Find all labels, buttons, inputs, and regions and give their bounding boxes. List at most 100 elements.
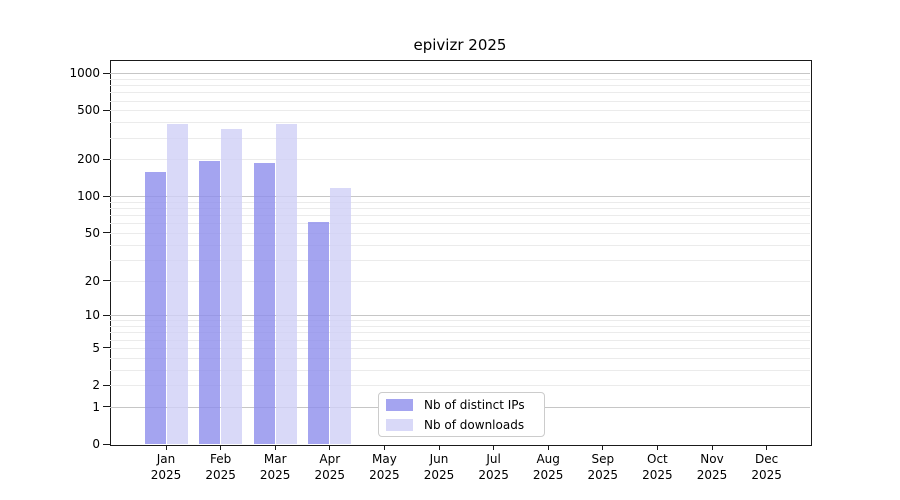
x-tick-month: Feb — [209, 452, 232, 466]
minor-gridline-900 — [110, 78, 810, 80]
y-tick-mark-0 — [103, 443, 110, 445]
x-tick-year: 2025 — [259, 468, 291, 482]
y-tick-mark-2 — [103, 384, 110, 386]
y-tick-label-100: 100 — [77, 189, 100, 204]
x-tick-mark-dec — [766, 445, 768, 450]
x-tick-label-apr: Apr 2025 — [295, 451, 365, 483]
y-tick-label-1: 1 — [92, 399, 100, 414]
x-tick-label-mar: Mar 2025 — [240, 451, 310, 483]
bar-feb-downloads — [221, 129, 243, 444]
y-tick-label-50: 50 — [84, 225, 100, 240]
minor-gridline-40 — [110, 244, 810, 246]
bars-layer — [110, 60, 810, 444]
y-tick-label-2: 2 — [92, 378, 100, 393]
minor-gridline-90 — [110, 201, 810, 203]
minor-gridline-800 — [110, 85, 810, 87]
bar-apr-distinct-ips — [308, 222, 330, 444]
x-tick-year: 2025 — [205, 468, 236, 482]
minor-gridline-70 — [110, 215, 810, 217]
x-tick-label-feb: Feb 2025 — [186, 451, 256, 483]
y-tick-mark-200 — [103, 158, 110, 160]
y-tick-mark-500 — [103, 109, 110, 111]
x-tick-mark-apr — [329, 445, 331, 450]
x-tick-label-oct: Oct 2025 — [622, 451, 692, 483]
y-tick-mark-100 — [103, 195, 110, 197]
x-tick-label-aug: Aug 2025 — [513, 451, 583, 483]
minor-gridline-8 — [110, 326, 810, 328]
minor-gridline-9 — [110, 320, 810, 322]
x-tick-year: 2025 — [478, 468, 509, 482]
minor-gridline-700 — [110, 92, 810, 94]
y-tick-label-1000: 1000 — [69, 66, 100, 81]
x-tick-label-jan: Jan 2025 — [131, 451, 201, 483]
major-gridline-1000 — [110, 73, 810, 75]
minor-gridline-4 — [110, 357, 810, 359]
bar-mar-downloads — [275, 124, 297, 444]
major-gridline-100 — [110, 196, 810, 198]
y-tick-mark-50 — [103, 232, 110, 234]
x-tick-month: Oct — [647, 452, 668, 466]
y-tick-label-0: 0 — [92, 437, 100, 451]
x-tick-mark-mar — [274, 445, 276, 450]
x-tick-month: Jul — [486, 452, 501, 466]
bar-feb-distinct-ips — [199, 160, 221, 444]
minor-gridline-5 — [110, 347, 810, 349]
minor-gridline-20 — [110, 280, 810, 282]
y-tick-mark-1000 — [103, 72, 110, 74]
minor-gridline-60 — [110, 223, 810, 225]
minor-gridline-50 — [110, 232, 810, 234]
y-tick-label-5: 5 — [92, 340, 100, 355]
y-tick-mark-1 — [103, 406, 110, 408]
minor-gridline-300 — [110, 137, 810, 139]
legend-label-distinct-ips: Nb of distinct IPs — [424, 397, 525, 412]
x-tick-month: Nov — [700, 452, 724, 466]
x-tick-month: May — [371, 452, 397, 466]
x-tick-label-may: May 2025 — [349, 451, 419, 483]
x-tick-year: 2025 — [751, 468, 782, 482]
major-gridline-10 — [110, 315, 810, 317]
x-tick-year: 2025 — [369, 468, 400, 482]
x-tick-label-jun: Jun 2025 — [404, 451, 474, 483]
bar-jan-downloads — [166, 124, 188, 444]
x-tick-mark-nov — [711, 445, 713, 450]
x-tick-mark-jun — [438, 445, 440, 450]
y-tick-label-200: 200 — [77, 152, 100, 167]
x-tick-mark-sep — [602, 445, 604, 450]
y-tick-mark-5 — [103, 347, 110, 349]
plot-area — [110, 60, 812, 446]
x-tick-year: 2025 — [150, 468, 182, 482]
y-tick-label-20: 20 — [84, 273, 100, 288]
x-tick-month: Aug — [536, 452, 560, 466]
x-tick-month: Sep — [591, 452, 615, 466]
bar-jan-distinct-ips — [144, 171, 166, 444]
x-tick-year: 2025 — [587, 468, 619, 482]
x-tick-year: 2025 — [532, 468, 564, 482]
x-tick-label-nov: Nov 2025 — [677, 451, 747, 483]
x-tick-mark-jul — [493, 445, 495, 450]
x-tick-month: Mar — [263, 452, 287, 466]
x-tick-label-jul: Jul 2025 — [459, 451, 529, 483]
minor-gridline-400 — [110, 122, 810, 124]
x-tick-month: Apr — [319, 452, 341, 466]
minor-gridline-600 — [110, 100, 810, 102]
y-tick-mark-20 — [103, 280, 110, 282]
x-tick-month: Dec — [754, 452, 779, 466]
minor-gridline-200 — [110, 159, 810, 161]
legend-label-downloads: Nb of downloads — [424, 417, 525, 432]
minor-gridline-6 — [110, 339, 810, 341]
x-tick-month: Jun — [429, 452, 449, 466]
legend-swatch-downloads — [386, 418, 413, 431]
x-tick-mark-may — [383, 445, 385, 450]
legend: Nb of distinct IPs Nb of downloads — [378, 392, 545, 437]
x-tick-mark-aug — [547, 445, 549, 450]
bar-mar-distinct-ips — [253, 163, 275, 444]
grid-layer — [110, 60, 810, 444]
x-tick-label-dec: Dec 2025 — [732, 451, 802, 483]
x-tick-year: 2025 — [314, 468, 346, 482]
minor-gridline-500 — [110, 110, 810, 112]
minor-gridline-80 — [110, 208, 810, 210]
bar-apr-downloads — [330, 187, 352, 444]
chart-title: epivizr 2025 — [413, 36, 507, 54]
y-tick-label-10: 10 — [84, 308, 100, 323]
